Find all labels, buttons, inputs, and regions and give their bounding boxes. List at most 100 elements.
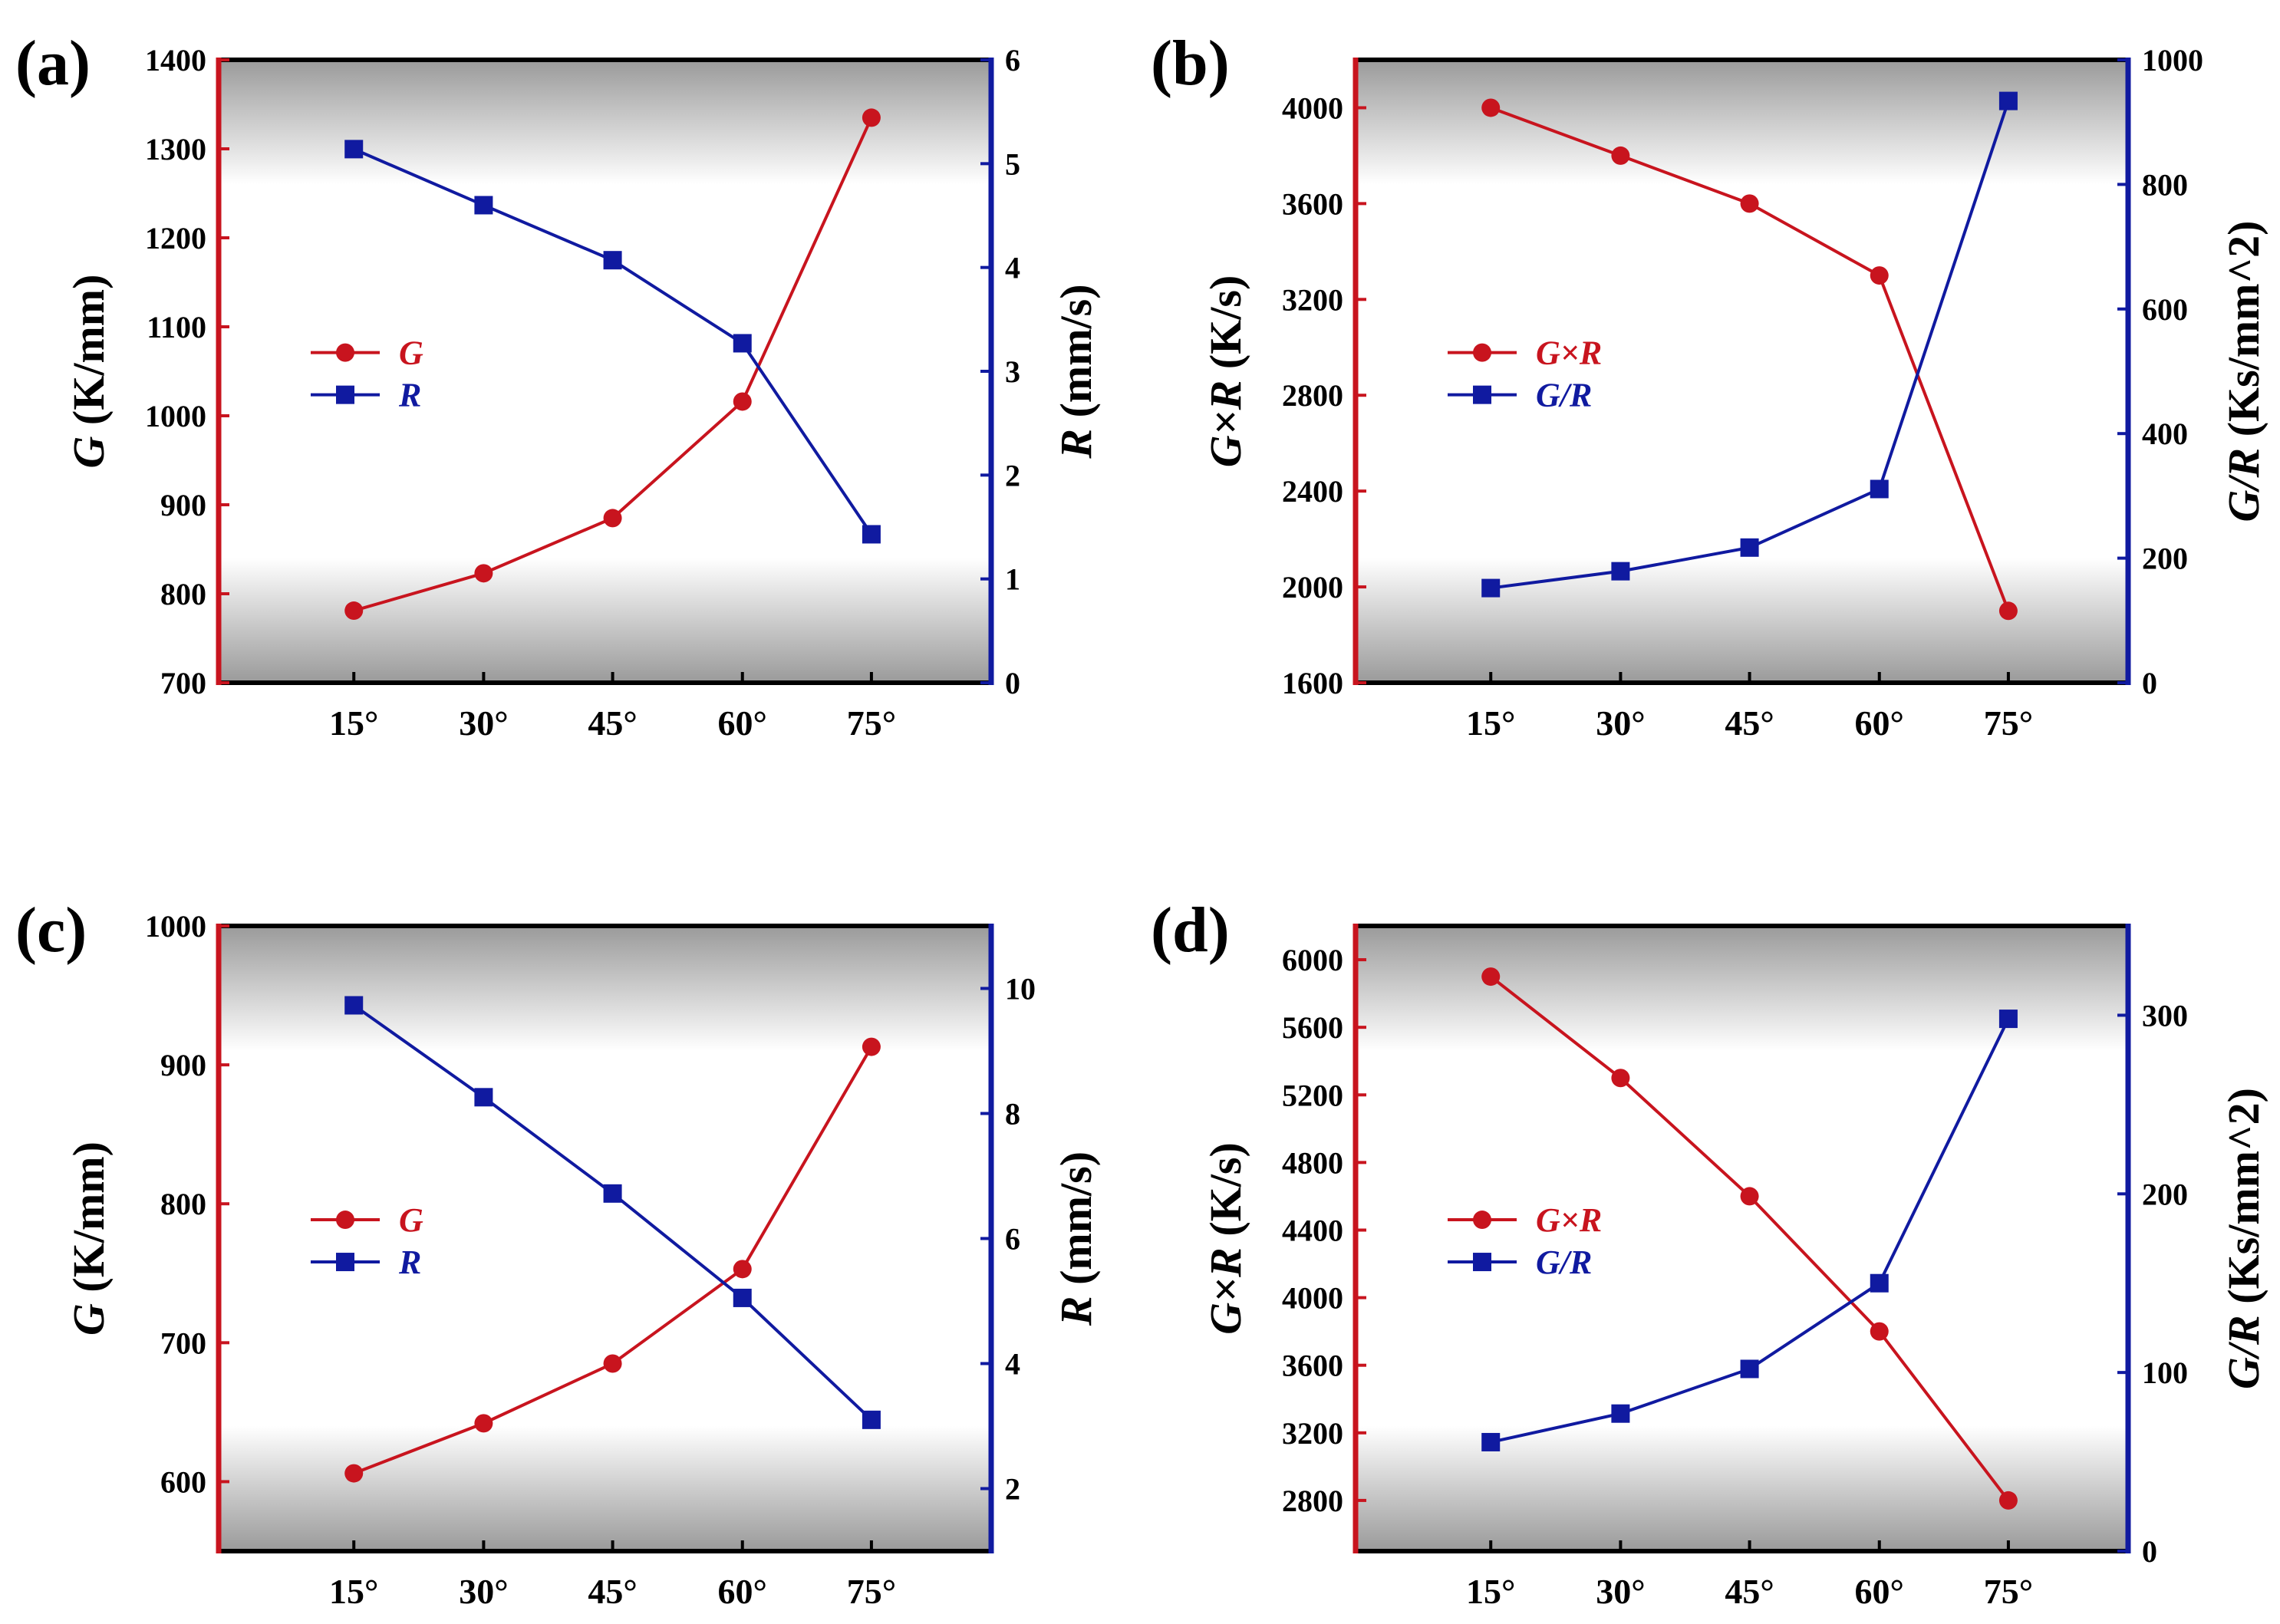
left-tick-label: 3600 [1282, 1349, 1343, 1383]
data-point-square [344, 140, 364, 159]
plot-background [219, 60, 991, 683]
data-point-circle [344, 601, 364, 621]
data-point-square [474, 196, 493, 215]
panel-label: (b) [1151, 28, 1230, 99]
plot-background [1356, 60, 2128, 683]
right-tick-label: 6 [1005, 1222, 1020, 1257]
data-point-circle [733, 392, 752, 411]
left-tick-label: 700 [160, 1326, 206, 1360]
left-axis-title-unit: (K/s) [1201, 275, 1250, 380]
legend-label: G/R [1536, 377, 1592, 414]
left-tick-label: 1600 [1282, 666, 1343, 700]
right-axis-title: G/R (Ks/mm^2) [2219, 1088, 2268, 1389]
legend-label: R [398, 1244, 421, 1281]
data-point-square [1740, 538, 1759, 557]
legend-marker-circle [336, 343, 354, 362]
legend-label: G×R [1536, 334, 1602, 372]
x-tick-label: 45° [588, 1572, 637, 1611]
data-point-circle [1611, 146, 1630, 165]
data-point-square [733, 334, 752, 353]
data-point-circle [344, 1464, 364, 1483]
left-tick-label: 1200 [145, 221, 206, 255]
data-point-circle [733, 1260, 752, 1279]
x-tick-label: 60° [1855, 1572, 1904, 1611]
right-axis-title: G/R (Ks/mm^2) [2219, 221, 2268, 522]
right-tick-label: 1 [1005, 562, 1020, 597]
data-point-square [344, 996, 364, 1015]
left-tick-label: 3200 [1282, 1416, 1343, 1451]
data-point-square [1611, 562, 1630, 581]
data-point-square [474, 1088, 493, 1107]
legend-label: R [398, 377, 421, 414]
legend-marker-square [1473, 385, 1491, 404]
left-tick-label: 1300 [145, 132, 206, 166]
x-tick-label: 45° [1725, 703, 1774, 743]
x-tick-label: 30° [459, 1572, 508, 1611]
legend-label: G [399, 334, 423, 372]
left-tick-label: 4000 [1282, 91, 1343, 125]
right-axis-title: R (mm/s) [1051, 1151, 1101, 1326]
data-point-square [1481, 1432, 1501, 1451]
data-point-circle [1998, 1491, 2018, 1510]
left-tick-label: 900 [160, 488, 206, 522]
data-point-circle [862, 108, 881, 127]
chart-panel-3: 600 700 800 900 1000 2 4 6 8 10 15° 30° 45° 60° 75° G (… [15, 894, 1101, 1611]
right-tick-label: 2 [1005, 1472, 1020, 1507]
x-tick-label: 30° [1596, 1572, 1645, 1611]
left-tick-label: 700 [160, 666, 206, 700]
right-tick-label: 600 [2142, 292, 2188, 327]
right-axis-title-symbol: G/R [2219, 1315, 2268, 1389]
left-axis-title: G (K/mm) [64, 275, 114, 469]
left-axis-title-symbol: G [64, 436, 114, 468]
x-tick-label: 15° [1466, 1572, 1515, 1611]
left-tick-label: 5600 [1282, 1010, 1343, 1045]
left-axis-title-unit: (K/s) [1201, 1142, 1250, 1247]
right-tick-label: 10 [1005, 972, 1036, 1006]
data-point-circle [1611, 1069, 1630, 1088]
left-axis-title-symbol: G [64, 1303, 114, 1336]
right-axis-title-unit: (mm/s) [1051, 284, 1101, 428]
right-tick-label: 800 [2142, 167, 2188, 202]
left-axis-title: G×R (K/s) [1201, 275, 1250, 468]
chart-panel-4: 2800 3200 3600 4000 4400 4800 5200 5600 6000 0 100… [1151, 894, 2268, 1611]
data-point-circle [603, 509, 622, 528]
data-point-square [862, 525, 881, 544]
data-point-circle [1998, 601, 2018, 621]
data-point-square [862, 1410, 881, 1429]
x-tick-label: 75° [847, 703, 896, 743]
data-point-square [1870, 479, 1889, 499]
left-axis-title-unit: (K/mm) [64, 275, 114, 436]
panel-label: (d) [1151, 894, 1230, 966]
left-axis-title: G (K/mm) [64, 1141, 114, 1336]
x-tick-label: 45° [588, 703, 637, 743]
left-tick-label: 3600 [1282, 186, 1343, 221]
left-tick-label: 1000 [145, 399, 206, 433]
data-point-square [1870, 1273, 1889, 1293]
data-point-circle [1870, 266, 1889, 285]
x-tick-label: 15° [1466, 703, 1515, 743]
left-tick-label: 3200 [1282, 282, 1343, 317]
legend-label: G/R [1536, 1244, 1592, 1281]
x-tick-label: 75° [847, 1572, 896, 1611]
left-tick-label: 2800 [1282, 1484, 1343, 1518]
plot-background [219, 926, 991, 1551]
left-axis-title-symbol: G×R [1201, 380, 1250, 468]
right-tick-label: 0 [2142, 1534, 2157, 1569]
left-tick-label: 2800 [1282, 378, 1343, 413]
right-tick-label: 100 [2142, 1356, 2188, 1390]
right-tick-label: 2 [1005, 458, 1020, 492]
left-axis-title-symbol: G×R [1201, 1247, 1250, 1335]
legend-marker-circle [1473, 343, 1491, 362]
legend-marker-square [336, 385, 354, 404]
data-point-circle [603, 1354, 622, 1373]
data-point-square [603, 1184, 622, 1203]
right-tick-label: 400 [2142, 417, 2188, 451]
x-tick-label: 75° [1984, 1572, 2033, 1611]
x-tick-label: 60° [1855, 703, 1904, 743]
data-point-square [1611, 1404, 1630, 1423]
legend-label: G [399, 1201, 423, 1239]
data-point-circle [474, 564, 493, 583]
right-tick-label: 1000 [2142, 43, 2203, 77]
data-point-square [1998, 91, 2018, 110]
